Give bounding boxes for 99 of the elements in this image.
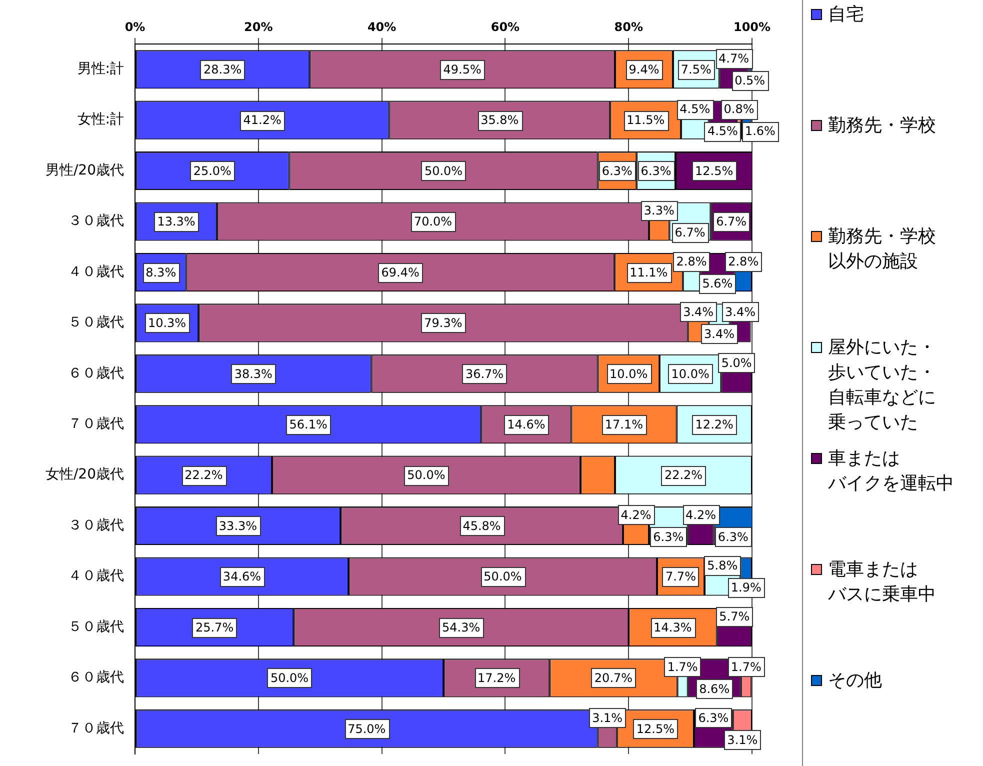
data-label: 45.8% xyxy=(462,518,501,533)
data-label: 6.3% xyxy=(653,530,684,544)
data-label: 13.3% xyxy=(157,214,196,229)
legend-label: その他 xyxy=(828,669,882,693)
data-label: 3.3% xyxy=(644,204,674,218)
y-tick-label: ６０歳代 xyxy=(68,670,124,686)
data-label: 6.3% xyxy=(718,530,748,544)
data-label: 10.0% xyxy=(671,366,710,381)
data-label: 1.7% xyxy=(730,660,762,674)
y-tick-label: ４０歳代 xyxy=(68,264,124,280)
data-label: 0.8% xyxy=(724,102,754,116)
data-label: 12.2% xyxy=(695,417,734,432)
data-label: 38.3% xyxy=(234,366,272,381)
data-label: 20.7% xyxy=(594,671,633,686)
data-label: 35.8% xyxy=(480,113,519,128)
data-label: 4.5% xyxy=(707,124,738,138)
y-tick-label: ６０歳代 xyxy=(68,365,124,382)
data-label: 36.7% xyxy=(465,366,504,381)
data-label: 28.3% xyxy=(203,62,242,76)
data-label: 8.6% xyxy=(699,682,730,696)
x-tick-label: 0% xyxy=(124,20,146,34)
data-label: 12.5% xyxy=(636,722,674,736)
data-label: 9.4% xyxy=(628,62,660,76)
x-tick-label: 40% xyxy=(367,20,396,34)
data-label: 4.5% xyxy=(680,102,710,116)
y-tick-label: 男性:計 xyxy=(77,61,124,77)
data-label: 6.7% xyxy=(716,214,747,229)
data-label: 3.4% xyxy=(683,305,714,320)
y-tick-label: ７０歳代 xyxy=(68,416,124,432)
x-tick-label: 60% xyxy=(490,20,520,34)
data-label: 75.0% xyxy=(348,722,386,736)
data-label: 4.2% xyxy=(686,508,716,522)
data-label: 25.7% xyxy=(195,620,234,634)
data-label: 1.6% xyxy=(744,124,776,138)
data-label: 5.8% xyxy=(707,558,738,573)
x-tick-label: 20% xyxy=(244,20,273,34)
x-tick-label: 80% xyxy=(614,20,643,34)
data-label: 5.7% xyxy=(719,609,750,624)
data-label: 5.6% xyxy=(702,276,733,290)
data-label: 2.8% xyxy=(728,254,759,268)
y-tick-label: 男性/20歳代 xyxy=(45,162,124,178)
data-label: 10.3% xyxy=(148,316,186,330)
data-label: 41.2% xyxy=(243,113,282,128)
data-label: 7.7% xyxy=(665,570,696,584)
data-label: 12.5% xyxy=(694,164,734,178)
data-label: 34.6% xyxy=(222,570,262,584)
x-tick-label: 100% xyxy=(733,20,771,34)
legend-label: 勤務先・学校 xyxy=(828,114,936,138)
data-label: 0.5% xyxy=(734,73,766,88)
data-label: 33.3% xyxy=(218,518,258,533)
data-label: 50.0% xyxy=(484,570,522,584)
data-label: 54.3% xyxy=(442,620,480,634)
y-tick-label: ４０歳代 xyxy=(68,568,124,584)
data-label: 56.1% xyxy=(289,417,328,432)
y-tick-label: ３０歳代 xyxy=(68,213,124,230)
data-label: 3.1% xyxy=(727,732,758,747)
data-label: 79.3% xyxy=(424,316,462,330)
y-tick-label: ７０歳代 xyxy=(68,720,124,736)
data-label: 70.0% xyxy=(414,214,452,229)
legend-label: 電車またはバスに乗車中 xyxy=(828,558,936,607)
data-label: 17.2% xyxy=(478,671,516,686)
data-label: 3.4% xyxy=(704,327,735,342)
data-label: 6.3% xyxy=(640,164,672,178)
data-label: 10.0% xyxy=(610,366,648,381)
data-label: 6.3% xyxy=(602,164,632,178)
data-label: 6.7% xyxy=(674,226,706,240)
data-label: 50.0% xyxy=(270,671,309,686)
data-label: 8.3% xyxy=(146,265,176,280)
text: 勤務先・学校以外の施設 xyxy=(828,226,936,272)
text: 屋外にいた・歩いていた・自転車などに乗っていた xyxy=(828,337,936,433)
data-label: 14.3% xyxy=(654,620,692,634)
data-label: 4.7% xyxy=(718,51,750,66)
data-label: 69.4% xyxy=(381,265,420,280)
data-label: 11.1% xyxy=(630,265,668,280)
data-label: 6.3% xyxy=(698,710,729,725)
y-tick-label: ５０歳代 xyxy=(68,618,124,635)
data-label: 7.5% xyxy=(680,62,712,76)
data-label: 14.6% xyxy=(507,417,546,432)
data-label: 11.5% xyxy=(626,113,665,128)
data-label: 3.4% xyxy=(725,305,756,320)
y-tick-label: ５０歳代 xyxy=(68,314,124,331)
y-tick-label: 女性:計 xyxy=(77,112,124,128)
data-label: 22.2% xyxy=(664,468,703,482)
data-label: 4.2% xyxy=(620,508,652,522)
data-label: 1.9% xyxy=(730,580,762,595)
legend-label: 自宅 xyxy=(828,3,864,27)
data-label: 25.0% xyxy=(193,164,232,178)
data-label: 22.2% xyxy=(184,468,223,482)
data-label: 1.7% xyxy=(667,660,698,674)
data-label: 3.1% xyxy=(592,710,623,725)
data-label: 17.1% xyxy=(604,417,644,432)
data-label: 5.0% xyxy=(721,356,752,370)
data-label: 49.5% xyxy=(443,62,482,76)
y-tick-label: ３０歳代 xyxy=(68,517,124,534)
data-label: 50.0% xyxy=(424,164,463,178)
data-label: 2.8% xyxy=(676,254,707,268)
y-tick-label: 女性/20歳代 xyxy=(45,466,124,483)
data-label: 50.0% xyxy=(407,468,446,482)
legend-label: 車またはバイクを運転中 xyxy=(828,447,954,496)
